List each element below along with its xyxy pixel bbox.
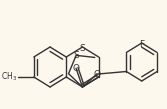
Text: O: O <box>93 70 100 79</box>
Text: F: F <box>139 39 144 49</box>
Text: CH$_3$: CH$_3$ <box>1 71 17 83</box>
Text: S: S <box>73 51 79 60</box>
Text: S: S <box>79 43 85 53</box>
Text: O: O <box>72 64 79 73</box>
